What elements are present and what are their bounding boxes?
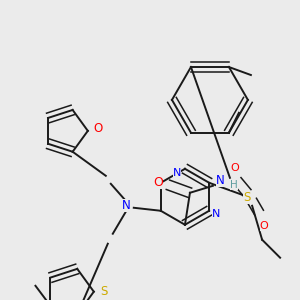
Text: N: N	[215, 174, 224, 187]
Text: O: O	[93, 122, 102, 135]
Text: O: O	[260, 221, 268, 231]
Text: S: S	[100, 285, 107, 298]
Text: N: N	[173, 168, 181, 178]
Text: S: S	[244, 191, 251, 204]
Text: N: N	[122, 199, 130, 212]
Text: O: O	[153, 176, 163, 189]
Text: N: N	[212, 209, 220, 219]
Text: H: H	[230, 180, 238, 190]
Text: O: O	[231, 163, 239, 173]
